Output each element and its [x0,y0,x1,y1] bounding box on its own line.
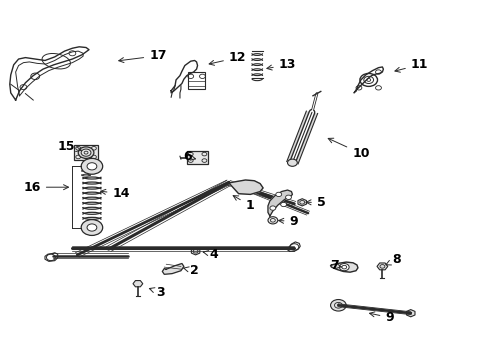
Circle shape [275,192,281,197]
Circle shape [330,300,346,311]
Text: 6: 6 [183,150,195,163]
Bar [74,145,98,160]
Circle shape [87,163,97,170]
Circle shape [280,202,286,207]
Circle shape [81,158,102,174]
Text: 9: 9 [369,311,393,324]
Circle shape [269,206,275,210]
Text: 10: 10 [327,138,369,160]
Text: 7: 7 [330,259,342,272]
Circle shape [81,220,102,235]
Polygon shape [133,280,142,287]
Circle shape [287,159,297,166]
Polygon shape [406,310,414,317]
Text: 2: 2 [183,264,198,277]
Text: 15: 15 [58,140,81,153]
Circle shape [81,149,91,156]
Polygon shape [286,111,317,164]
Polygon shape [228,180,263,194]
Polygon shape [376,263,387,270]
Text: 8: 8 [385,253,400,266]
Text: 3: 3 [149,286,165,299]
Polygon shape [191,248,200,255]
Text: 5: 5 [305,196,325,209]
Polygon shape [162,264,183,274]
Circle shape [339,264,348,271]
Text: 17: 17 [119,49,166,63]
Text: 16: 16 [23,181,68,194]
Circle shape [87,224,97,231]
Text: 12: 12 [209,51,246,65]
Circle shape [78,147,94,158]
Text: 9: 9 [278,215,298,228]
Polygon shape [297,199,306,206]
Bar [186,151,208,164]
Polygon shape [330,262,357,272]
Circle shape [285,195,291,199]
Polygon shape [267,190,292,216]
Text: 13: 13 [266,58,296,71]
Bar [187,72,205,89]
Text: 4: 4 [203,248,218,261]
Text: 14: 14 [101,187,130,200]
Text: 11: 11 [394,58,427,72]
Circle shape [267,217,277,224]
Text: 1: 1 [233,195,254,212]
